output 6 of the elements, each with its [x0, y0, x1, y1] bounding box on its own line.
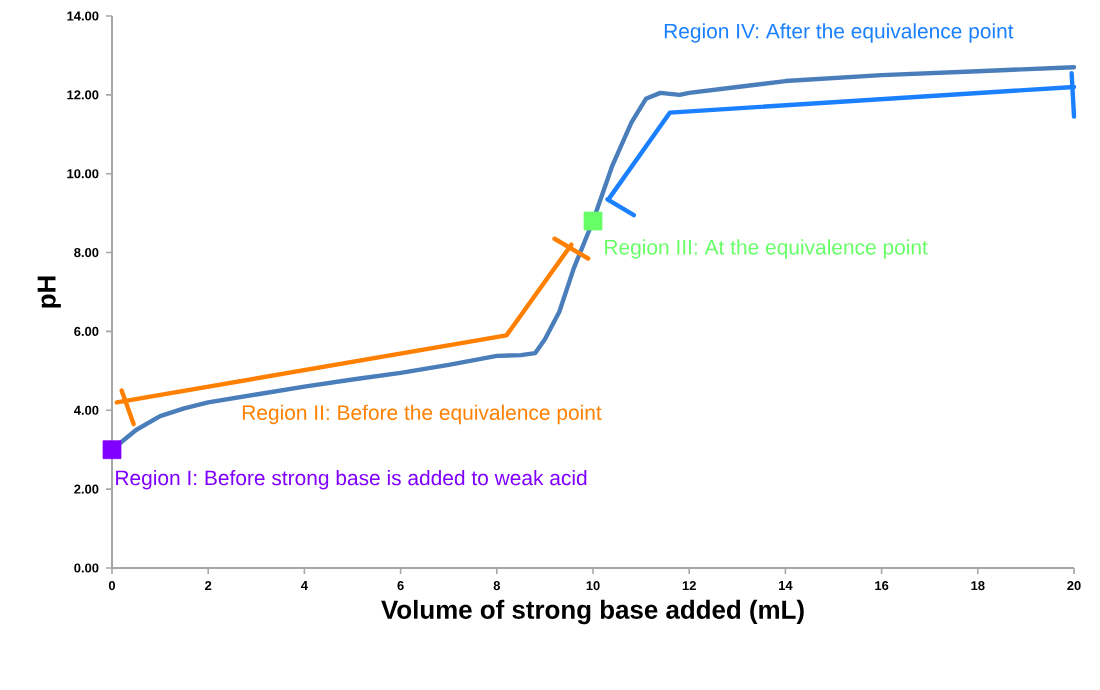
- series-label: Region II: Before the equivalence point: [242, 404, 602, 425]
- x-axis-title: Volume of strong base added (mL): [381, 599, 804, 625]
- series-label: Region III: At the equivalence point: [605, 239, 928, 259]
- text: Region IV: After the equivalence point: [664, 23, 1014, 43]
- y-axis-title: pH: [37, 276, 61, 308]
- series-label: Region I: Before strong base is added to weak acid: [116, 469, 587, 490]
